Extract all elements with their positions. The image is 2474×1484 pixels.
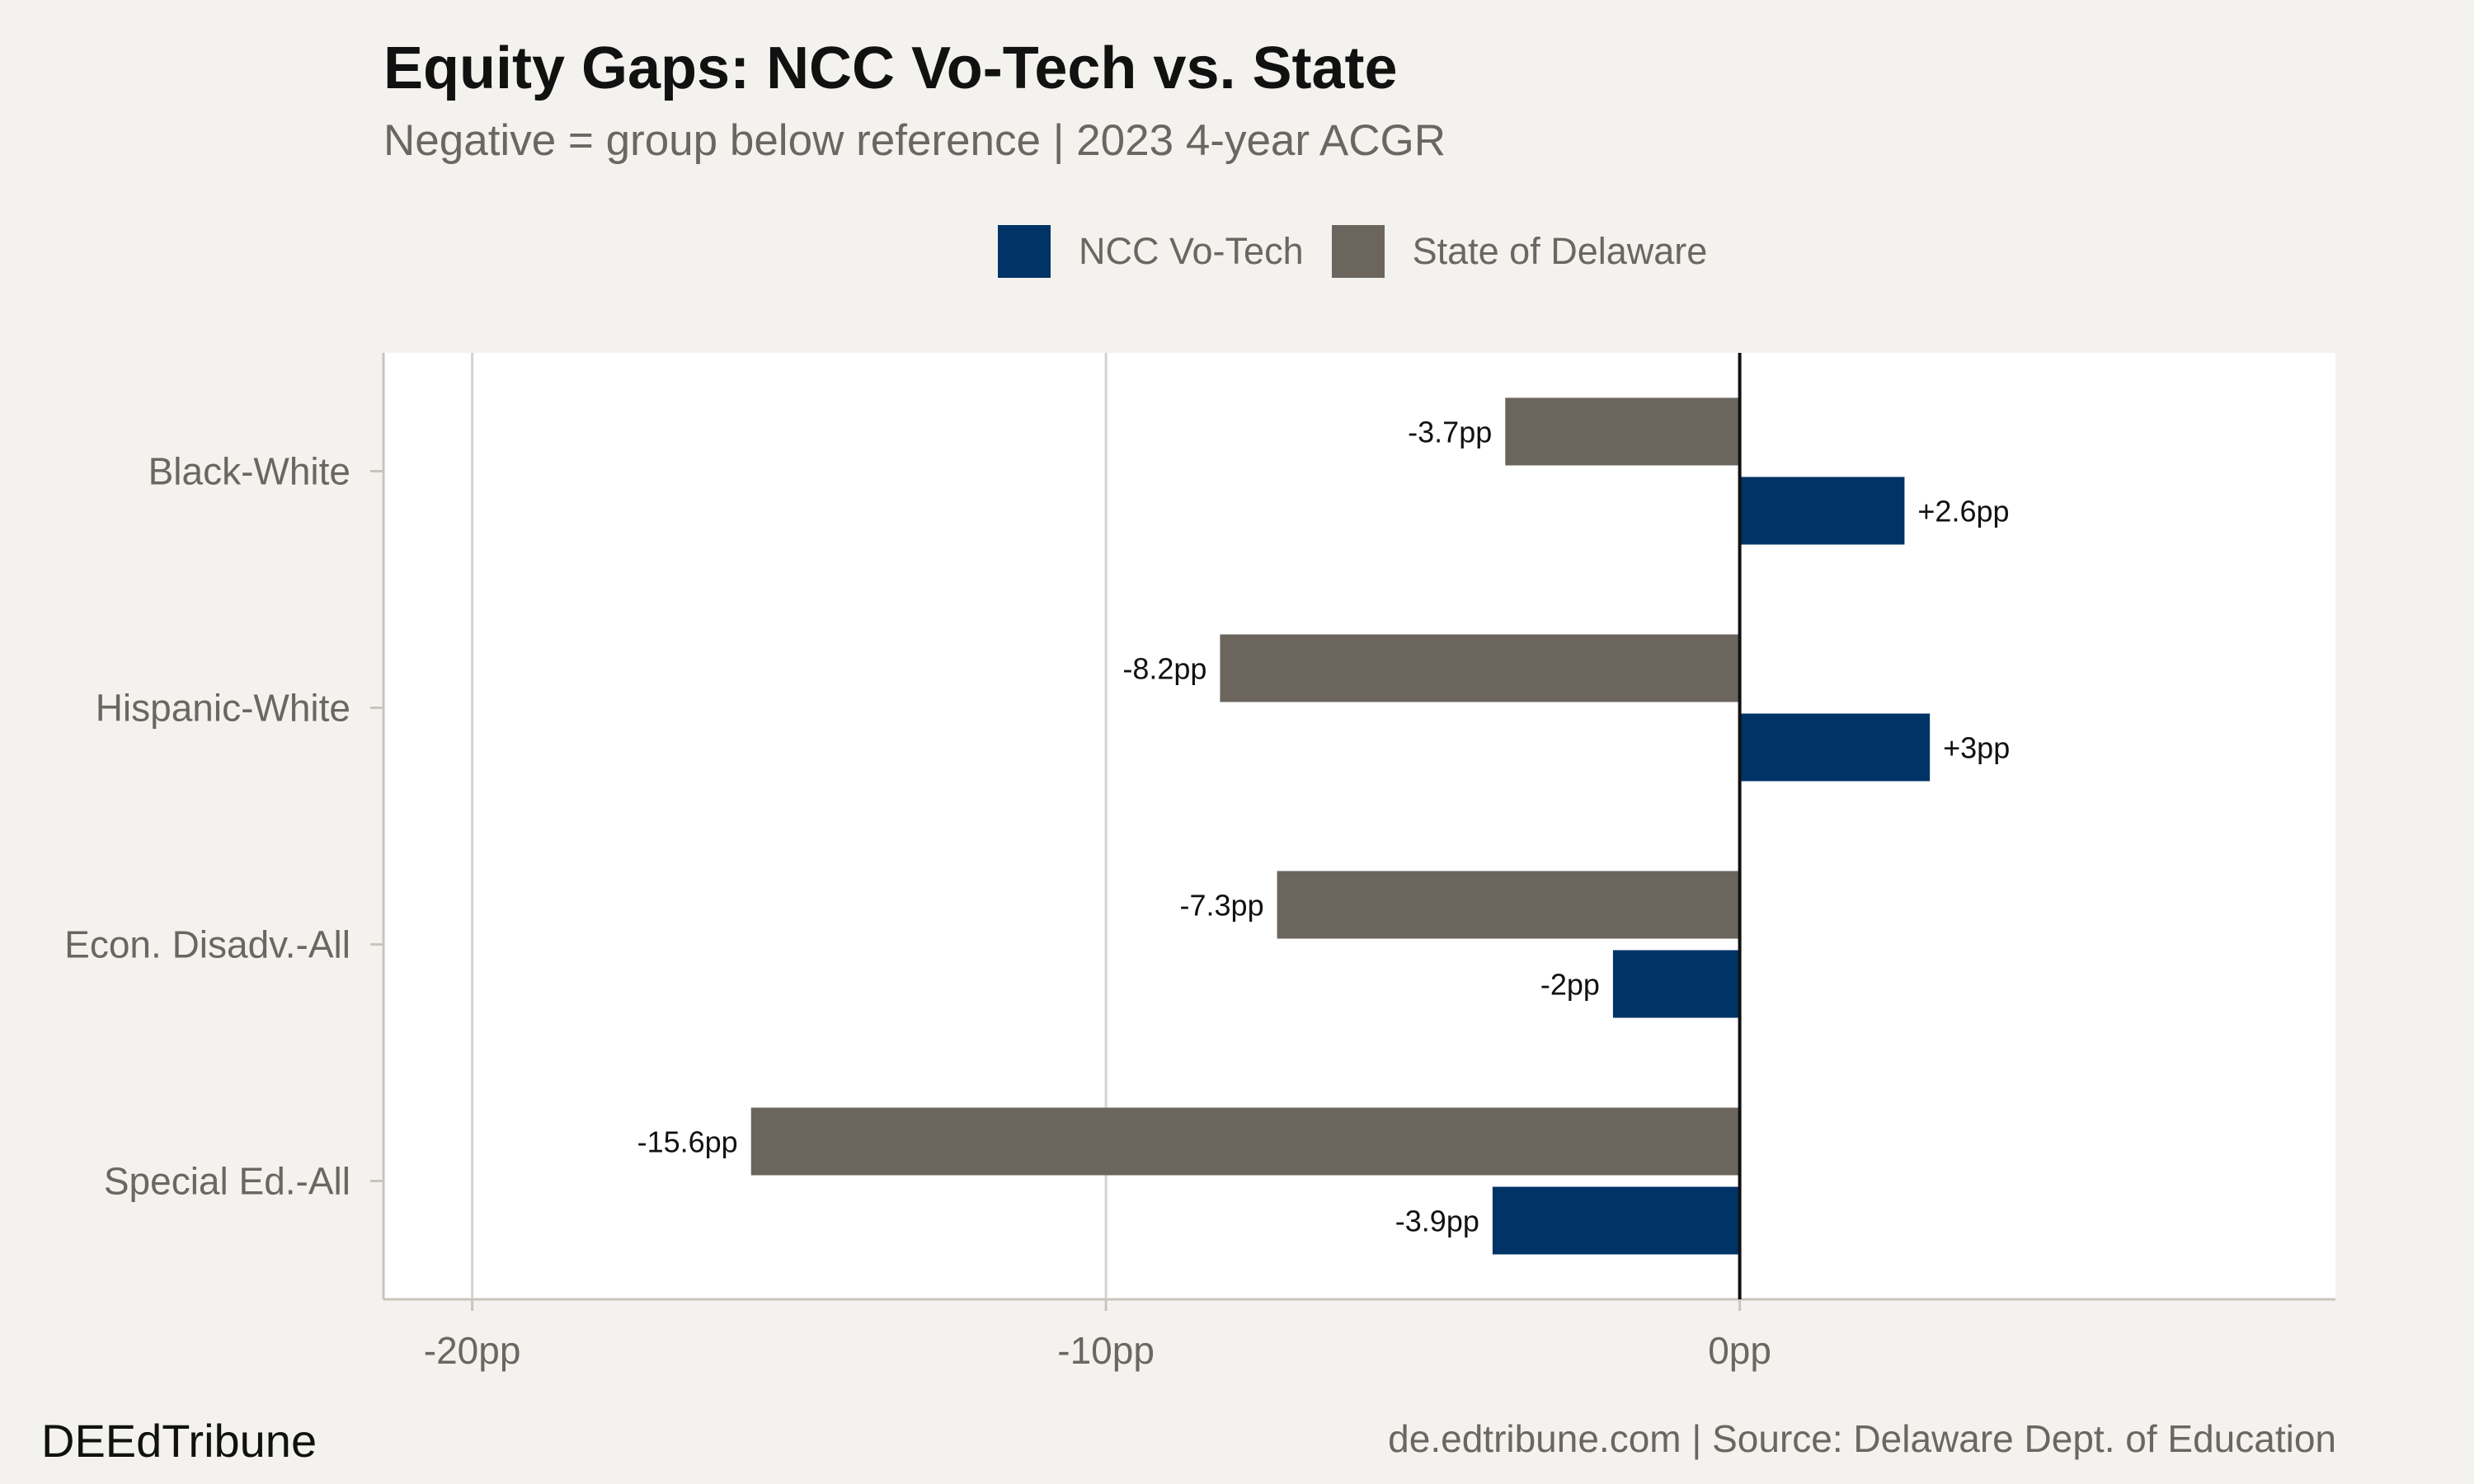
bar-state-of-delaware-hispanic-white: [1220, 634, 1740, 702]
bar-ncc-vo-tech-econ-disadv-all: [1612, 950, 1740, 1018]
y-tick-label-hispanic-white: Hispanic-White: [96, 687, 350, 730]
bar-ncc-vo-tech-black-white: [1739, 477, 1905, 545]
data-label-state-of-delaware-black-white: -3.7pp: [1408, 416, 1492, 449]
y-tick-label-special-ed-all: Special Ed.-All: [104, 1160, 350, 1203]
data-label-state-of-delaware-special-ed-all: -15.6pp: [637, 1125, 738, 1159]
chart-title: Equity Gaps: NCC Vo-Tech vs. State: [383, 35, 1398, 101]
footer-source: de.edtribune.com | Source: Delaware Dept…: [1388, 1417, 2336, 1460]
y-tick-label-econ-disadv-all: Econ. Disadv.-All: [64, 923, 350, 966]
bar-state-of-delaware-special-ed-all: [750, 1107, 1740, 1176]
x-tick-label-10pp: -10pp: [1057, 1329, 1155, 1372]
bar-ncc-vo-tech-special-ed-all: [1492, 1186, 1740, 1255]
data-label-ncc-vo-tech-hispanic-white: +3pp: [1943, 731, 2010, 765]
legend-item-ncc-vo-tech: NCC Vo-Tech: [998, 225, 1304, 278]
legend-swatch-ncc-vo-tech: [998, 225, 1051, 278]
x-tick-label-20pp: -20pp: [424, 1329, 521, 1372]
legend-label-state-of-delaware: State of Delaware: [1412, 230, 1708, 272]
legend-label-ncc-vo-tech: NCC Vo-Tech: [1079, 230, 1304, 272]
data-label-ncc-vo-tech-special-ed-all: -3.9pp: [1395, 1205, 1479, 1238]
data-label-ncc-vo-tech-econ-disadv-all: -2pp: [1540, 968, 1600, 1002]
legend-swatch-state-of-delaware: [1331, 225, 1385, 278]
x-tick-label-0pp: 0pp: [1708, 1329, 1771, 1372]
bar-state-of-delaware-black-white: [1505, 397, 1740, 466]
data-label-state-of-delaware-econ-disadv-all: -7.3pp: [1180, 889, 1264, 923]
legend: NCC Vo-Tech State of Delaware: [998, 223, 1735, 280]
chart-subtitle: Negative = group below reference | 2023 …: [383, 116, 1446, 165]
data-label-ncc-vo-tech-black-white: +2.6pp: [1917, 495, 2009, 528]
data-label-state-of-delaware-hispanic-white: -8.2pp: [1122, 652, 1206, 686]
y-tick-label-black-white: Black-White: [148, 450, 350, 493]
bar-ncc-vo-tech-hispanic-white: [1739, 713, 1931, 782]
bar-state-of-delaware-econ-disadv-all: [1277, 871, 1740, 939]
legend-item-state-of-delaware: State of Delaware: [1331, 225, 1708, 278]
footer-brand: DEEdTribune: [41, 1415, 317, 1467]
